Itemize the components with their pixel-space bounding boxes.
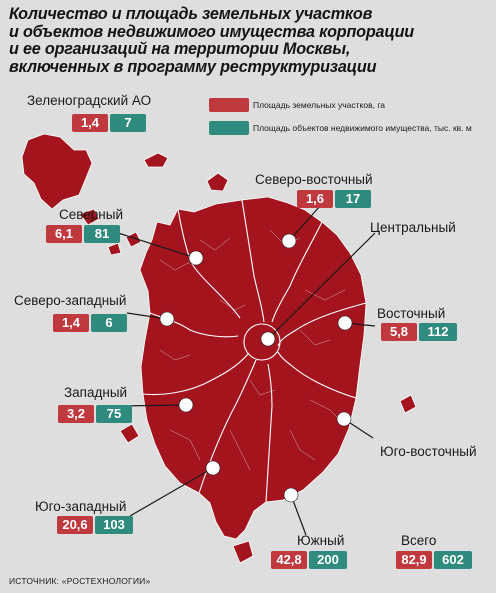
marker-south-west xyxy=(205,460,221,476)
legend-property-label: Площадь объектов недвижимого имущества, … xyxy=(253,123,472,133)
values-east: 5,8 112 xyxy=(381,323,457,341)
enclave-shape xyxy=(125,231,142,248)
land-value-east: 5,8 xyxy=(381,323,417,341)
label-north-west: Северо-западный xyxy=(14,293,127,308)
values-north-west: 1,4 6 xyxy=(53,314,127,332)
property-value-west: 75 xyxy=(96,405,132,423)
page-title: Количество и площадь земельных участков … xyxy=(9,5,489,76)
land-value-north-west: 1,4 xyxy=(53,314,89,332)
marker-south xyxy=(283,487,299,503)
property-value-north-west: 6 xyxy=(91,314,127,332)
enclave-shape xyxy=(79,208,100,226)
enclave-shape xyxy=(107,242,122,256)
label-east: Восточный xyxy=(377,306,446,321)
property-value-zelenograd: 7 xyxy=(110,114,146,132)
title-line-1: Количество и площадь земельных участков xyxy=(9,5,373,23)
enclave-shape xyxy=(232,540,254,564)
land-value-south-west: 20,6 xyxy=(57,516,93,534)
values-south-west: 20,6 103 xyxy=(57,516,133,534)
label-north: Северный xyxy=(59,207,123,222)
title-line-4: включенных в программу реструктуризации xyxy=(9,57,377,76)
label-zelenograd: Зеленоградский АО xyxy=(27,93,152,108)
property-value-north: 81 xyxy=(84,225,120,243)
enclave-shape xyxy=(399,394,417,414)
marker-north-east xyxy=(281,233,297,249)
property-value-north-east: 17 xyxy=(335,190,371,208)
legend-property-swatch xyxy=(209,121,249,135)
values-north: 6,1 81 xyxy=(46,225,120,243)
property-value-total: 602 xyxy=(434,551,472,569)
land-value-west: 3,2 xyxy=(58,405,94,423)
legend-land-swatch xyxy=(209,98,249,112)
land-value-zelenograd: 1,4 xyxy=(72,114,108,132)
legend: Площадь земельных участков, га Площадь о… xyxy=(209,95,472,141)
label-total: Всего xyxy=(401,533,437,548)
source-note: ИСТОЧНИК: «РОСТЕХНОЛОГИИ» xyxy=(9,576,151,586)
property-value-south: 200 xyxy=(309,551,347,569)
label-south-east: Юго-восточный xyxy=(380,444,477,459)
values-total: 82,9 602 xyxy=(396,551,472,569)
marker-east xyxy=(337,315,353,331)
land-value-south: 42,8 xyxy=(271,551,307,569)
enclave-shape xyxy=(119,423,140,444)
land-value-total: 82,9 xyxy=(396,551,432,569)
values-west: 3,2 75 xyxy=(58,405,132,423)
property-value-south-west: 103 xyxy=(95,516,133,534)
values-south: 42,8 200 xyxy=(271,551,347,569)
land-value-north: 6,1 xyxy=(46,225,82,243)
enclave-shape xyxy=(206,172,229,192)
label-south-west: Юго-западный xyxy=(35,499,127,514)
label-south: Южный xyxy=(297,533,345,548)
enclave-shape xyxy=(143,152,169,168)
marker-west xyxy=(178,397,194,413)
title-line-3: и ее организаций на территории Москвы, xyxy=(9,40,351,58)
marker-north xyxy=(188,250,204,266)
marker-central xyxy=(260,331,276,347)
label-north-east: Северо-восточный xyxy=(255,172,373,187)
legend-land: Площадь земельных участков, га xyxy=(209,95,472,115)
title-line-2: и объектов недвижимого имущества корпора… xyxy=(9,22,414,41)
label-west: Западный xyxy=(64,385,128,400)
legend-land-label: Площадь земельных участков, га xyxy=(253,100,385,110)
marker-north-west xyxy=(159,311,175,327)
zelenograd-territory xyxy=(21,133,93,210)
values-zelenograd: 1,4 7 xyxy=(72,114,146,132)
legend-property: Площадь объектов недвижимого имущества, … xyxy=(209,118,472,138)
marker-south-east xyxy=(336,411,352,427)
label-central: Центральный xyxy=(370,220,456,235)
property-value-east: 112 xyxy=(419,323,457,341)
values-north-east: 1,6 17 xyxy=(297,190,371,208)
land-value-north-east: 1,6 xyxy=(297,190,333,208)
